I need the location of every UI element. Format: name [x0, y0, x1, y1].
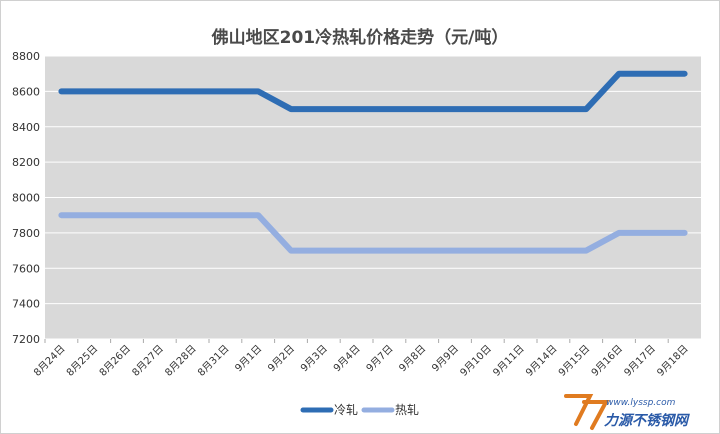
y-tick-label: 7600 [12, 262, 40, 275]
watermark: www.lyssp.com 力源不锈钢网 [564, 394, 690, 430]
series-line-1 [58, 212, 688, 254]
series-lines [58, 70, 688, 254]
y-tick-label: 8400 [12, 121, 40, 134]
y-tick-label: 7200 [12, 333, 40, 346]
legend-label-0: 冷轧 [334, 403, 358, 417]
gridlines [45, 55, 701, 340]
series-line-0 [58, 70, 688, 113]
y-axis: 7200 7400 7600 7800 8000 8200 8400 8600 8800 [12, 50, 40, 346]
y-tick-label: 7400 [12, 298, 40, 311]
y-tick-label: 8600 [12, 85, 40, 98]
chart-title: 佛山地区201冷热轧价格走势（元/吨） [211, 27, 509, 48]
watermark-brand: 力源不锈钢网 [604, 412, 690, 429]
y-tick-label: 7800 [12, 227, 40, 240]
legend: 冷轧 热轧 [300, 403, 419, 417]
y-tick-label: 8000 [12, 192, 40, 205]
legend-label-1: 热轧 [395, 403, 419, 417]
watermark-url: www.lyssp.com [606, 398, 676, 408]
y-tick-label: 8200 [12, 156, 40, 169]
y-tick-label: 8800 [12, 50, 40, 63]
watermark-logo-icon [564, 394, 610, 430]
